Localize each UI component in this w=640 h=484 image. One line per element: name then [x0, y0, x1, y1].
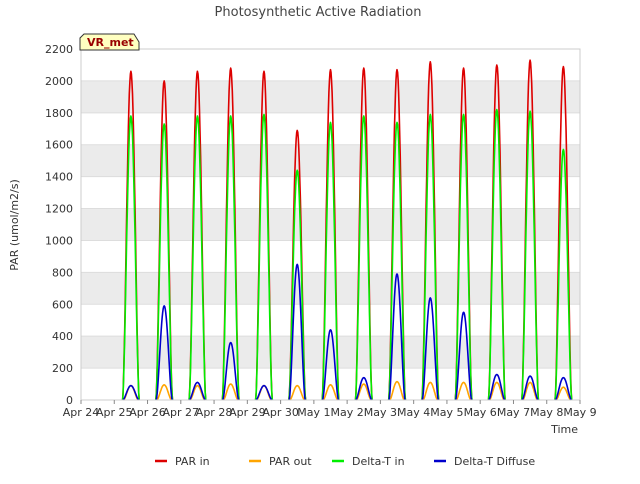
series-line — [121, 59, 573, 401]
legend: PAR in PAR out Delta-T in Delta-T Diffuse — [155, 455, 535, 468]
x-tick-label: Apr 27 — [163, 406, 200, 419]
plot-area — [80, 48, 581, 401]
y-tick-label: 1200 — [45, 203, 73, 216]
y-tick-label: 2200 — [45, 43, 73, 56]
y-tick-label: 2000 — [45, 75, 73, 88]
x-tick-label: May 2 — [331, 406, 364, 419]
y-tick-label: 200 — [52, 362, 73, 375]
x-tick-label: May 1 — [297, 406, 330, 419]
y-tick-label: 1000 — [45, 234, 73, 247]
background-band — [81, 272, 580, 305]
station-label: VR_met — [87, 36, 134, 49]
series-line — [121, 108, 573, 401]
y-axis: 0 200 400 600 800 1000 1200 1400 1600 1800 2000 220… — [45, 43, 73, 407]
station-label-box: VR_met — [79, 33, 140, 51]
background-band — [81, 144, 580, 177]
y-axis-label: PAR (umol/m2/s) — [8, 179, 21, 271]
legend-label: PAR in — [175, 455, 210, 468]
legend-label: Delta-T in — [352, 455, 405, 468]
x-tick-label: Apr 25 — [96, 406, 133, 419]
x-tick-label: May 4 — [397, 406, 430, 419]
x-tick-label: May 6 — [464, 406, 497, 419]
chart-title: Photosynthetic Active Radiation — [215, 5, 422, 20]
y-tick-label: 1600 — [45, 139, 73, 152]
x-axis-label: Time — [550, 423, 578, 436]
x-tick-label: May 9 — [563, 406, 596, 419]
y-tick-label: 800 — [52, 266, 73, 279]
plot-frame — [80, 48, 581, 401]
background-band — [81, 336, 580, 369]
legend-label: PAR out — [269, 455, 312, 468]
series-layer — [121, 59, 573, 401]
x-tick-label: Apr 28 — [196, 406, 233, 419]
x-tick-label: Apr 24 — [63, 406, 100, 419]
series-line — [122, 263, 572, 401]
x-tick-label: Apr 30 — [262, 406, 299, 419]
x-tick-label: Apr 29 — [229, 406, 266, 419]
background-band — [81, 208, 580, 241]
background-band — [81, 80, 580, 113]
legend-label: Delta-T Diffuse — [454, 455, 535, 468]
x-tick-label: May 5 — [430, 406, 463, 419]
background-bands — [81, 80, 580, 369]
x-tick-label: Apr 26 — [129, 406, 166, 419]
y-tick-label: 1800 — [45, 107, 73, 120]
x-tick-label: May 8 — [530, 406, 563, 419]
x-tick-label: May 7 — [497, 406, 530, 419]
y-tick-label: 400 — [52, 330, 73, 343]
y-tick-label: 600 — [52, 298, 73, 311]
x-tick-label: May 3 — [364, 406, 397, 419]
y-tick-label: 1400 — [45, 171, 73, 184]
y-tick-label: 0 — [66, 394, 73, 407]
